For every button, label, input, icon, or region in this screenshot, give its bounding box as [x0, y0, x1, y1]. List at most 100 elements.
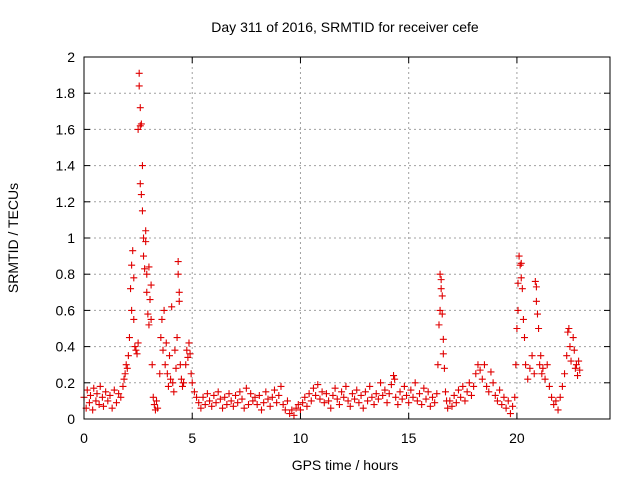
data-point	[270, 386, 278, 394]
data-point	[168, 303, 176, 311]
data-point	[536, 361, 544, 369]
data-point	[131, 343, 139, 351]
data-point	[509, 402, 517, 410]
data-point	[129, 247, 137, 255]
data-point	[140, 252, 148, 260]
data-point	[85, 399, 93, 407]
data-point	[390, 372, 398, 380]
data-point	[125, 334, 133, 342]
data-point	[180, 379, 188, 387]
data-point	[157, 334, 165, 342]
data-point	[545, 382, 553, 390]
data-point	[260, 399, 268, 407]
y-axis-label: SRMTID / TECUs	[5, 183, 21, 293]
x-tick-label: 15	[401, 430, 417, 446]
data-point	[318, 388, 326, 396]
data-point	[146, 296, 154, 304]
data-point	[141, 265, 149, 273]
data-point	[99, 402, 107, 410]
data-point	[171, 346, 179, 354]
data-point	[364, 397, 372, 405]
data-point	[288, 406, 296, 414]
data-point	[416, 390, 424, 398]
y-tick-label: 0	[67, 411, 75, 427]
data-point	[110, 386, 118, 394]
data-point	[201, 401, 209, 409]
data-point	[366, 382, 374, 390]
data-point	[514, 279, 522, 287]
data-point	[173, 334, 181, 342]
data-point	[567, 357, 575, 365]
data-point	[543, 361, 551, 369]
data-point	[474, 361, 482, 369]
data-point	[398, 395, 406, 403]
data-point	[489, 379, 497, 387]
data-point	[169, 379, 177, 387]
data-point	[195, 399, 203, 407]
data-point	[229, 402, 237, 410]
data-point	[283, 397, 291, 405]
data-point	[147, 281, 155, 289]
data-point	[106, 391, 114, 399]
data-point	[385, 390, 393, 398]
data-point	[309, 384, 317, 392]
y-tick-label: 1	[67, 230, 75, 246]
data-point	[438, 292, 446, 300]
data-point	[346, 402, 354, 410]
data-point	[251, 393, 259, 401]
data-point	[413, 397, 421, 405]
data-point	[467, 391, 475, 399]
data-point	[452, 399, 460, 407]
data-point	[190, 388, 198, 396]
data-point	[426, 402, 434, 410]
data-point	[381, 386, 389, 394]
data-point	[163, 370, 171, 378]
data-point	[403, 391, 411, 399]
data-point	[396, 388, 404, 396]
data-point	[502, 404, 510, 412]
data-point	[333, 395, 341, 403]
data-point	[576, 366, 584, 374]
data-point	[136, 104, 144, 112]
data-point	[541, 375, 549, 383]
data-point	[232, 391, 240, 399]
y-tick-label: 2	[67, 49, 75, 65]
data-point	[407, 386, 415, 394]
data-point	[83, 386, 91, 394]
data-point	[262, 388, 270, 396]
data-point	[528, 352, 536, 360]
data-point	[162, 339, 170, 347]
data-point	[512, 361, 520, 369]
data-point	[290, 411, 298, 419]
data-point	[526, 364, 534, 372]
data-point	[90, 384, 98, 392]
y-tick-label: 0.6	[56, 302, 76, 318]
data-point	[436, 306, 444, 314]
data-point	[556, 393, 564, 401]
data-point	[93, 390, 101, 398]
data-point	[338, 388, 346, 396]
data-point	[520, 334, 528, 342]
data-point	[483, 382, 491, 390]
data-point	[128, 306, 136, 314]
data-point	[531, 277, 539, 285]
data-point	[153, 397, 161, 405]
chart-title: Day 311 of 2016, SRMTID for receiver cef…	[211, 19, 479, 35]
data-point	[245, 401, 253, 409]
data-point	[247, 390, 255, 398]
data-point	[86, 391, 94, 399]
data-point	[255, 391, 263, 399]
data-point	[552, 397, 560, 405]
data-point	[127, 285, 135, 293]
x-axis-label: GPS time / hours	[292, 457, 399, 473]
data-point	[448, 402, 456, 410]
data-point	[569, 334, 577, 342]
data-point	[518, 285, 526, 293]
data-point	[316, 395, 324, 403]
data-point	[554, 406, 562, 414]
data-point	[128, 261, 136, 269]
data-point	[491, 391, 499, 399]
data-point	[175, 288, 183, 296]
data-point	[286, 410, 294, 418]
data-point	[571, 364, 579, 372]
